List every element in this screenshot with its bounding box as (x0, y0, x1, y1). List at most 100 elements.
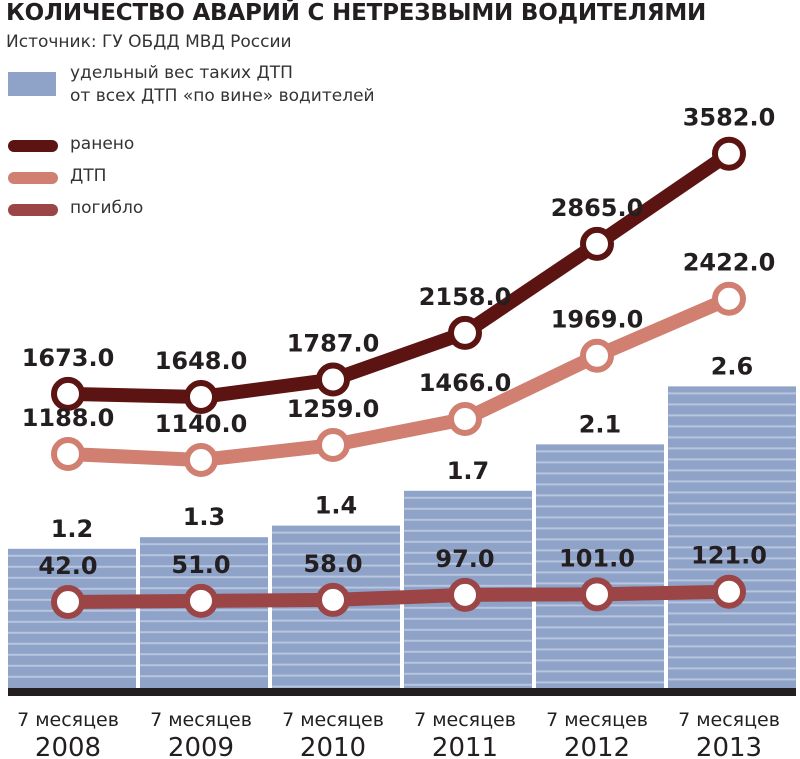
bar-stripe (404, 562, 532, 565)
bar-stripe (404, 573, 532, 576)
data-label-accidents: 1466.0 (419, 369, 512, 397)
bar-stripe (272, 553, 400, 556)
series-line-accidents (61, 291, 736, 467)
legend-bar-label-line2: от всех ДТП «по вине» водителей (70, 86, 375, 106)
bar-stripe (668, 568, 796, 571)
legend-injured-label: ранено (70, 134, 135, 154)
bar-stripe (668, 623, 796, 626)
bar-stripe (668, 524, 796, 527)
category-label-year: 2008 (35, 733, 101, 759)
bar-stripe (536, 483, 664, 486)
bar-stripe (536, 615, 664, 618)
bar-stripe (404, 540, 532, 543)
bar-stripe (140, 576, 268, 579)
bar-stripe (668, 480, 796, 483)
bar-stripe (668, 535, 796, 538)
bar-stripe (8, 620, 136, 623)
bar-stripe (536, 549, 664, 552)
bar-stripe (668, 458, 796, 461)
bar-stripe (668, 469, 796, 472)
bar-stripe (404, 496, 532, 499)
bar-stripe (668, 403, 796, 406)
bar-stripe (140, 620, 268, 623)
bar-stripe (404, 551, 532, 554)
data-label-killed: 51.0 (171, 551, 230, 579)
data-label-killed: 121.0 (691, 542, 767, 570)
bar-stripe (536, 505, 664, 508)
bar-stripe (272, 531, 400, 534)
bar-stripe (140, 653, 268, 656)
bar-stripe (404, 650, 532, 653)
data-label-accidents: 1259.0 (287, 395, 380, 423)
data-label-injured: 1648.0 (155, 347, 248, 375)
legend-accidents-label: ДТП (70, 166, 107, 186)
bar-stripe (404, 683, 532, 686)
series-injured: 1673.0 1648.0 1787.0 2158.0 2865.0 3582.0 (22, 104, 776, 414)
category-label-year: 2010 (300, 733, 366, 759)
series-line-injured (61, 146, 736, 404)
bar-value-label: 1.7 (447, 457, 490, 485)
bar-stripe (272, 542, 400, 545)
data-label-injured: 3582.0 (683, 104, 776, 132)
bar-value-label: 2.1 (579, 410, 622, 438)
bar-value-label: 1.3 (183, 503, 226, 531)
bar-stripe (668, 678, 796, 681)
data-point-killed (448, 577, 482, 612)
bar-stripe (404, 672, 532, 675)
bar-stripe (536, 648, 664, 651)
data-point-injured (51, 376, 85, 411)
data-point-accidents (580, 338, 614, 373)
legend-killed-swatch (8, 204, 58, 216)
bar-stripe (140, 664, 268, 667)
bar-stripe (272, 575, 400, 578)
legend-bar-swatch (8, 72, 56, 96)
data-point-injured (712, 136, 746, 171)
bar-stripe (404, 529, 532, 532)
data-point-accidents (712, 281, 746, 316)
data-point-accidents (184, 443, 218, 477)
bar-value-label: 1.4 (315, 492, 358, 520)
bar-stripe (140, 554, 268, 557)
bar-stripe (8, 565, 136, 568)
bar-stripe (404, 617, 532, 620)
category-label-line1: 7 месяцев (678, 709, 780, 731)
bar-stripe (272, 652, 400, 655)
data-point-injured (184, 380, 218, 414)
data-label-accidents: 1140.0 (155, 410, 248, 438)
bar-stripe (668, 513, 796, 516)
series-line-killed (61, 584, 736, 609)
bar-stripe (8, 664, 136, 667)
bar-stripe (140, 543, 268, 546)
bar-stripe (668, 557, 796, 560)
data-label-injured: 2865.0 (551, 194, 644, 222)
bar-stripe (536, 637, 664, 640)
data-label-killed: 58.0 (303, 550, 362, 578)
category-label-line1: 7 месяцев (282, 709, 384, 731)
bar-stripe (404, 507, 532, 510)
series-killed: 42.0 51.0 58.0 97.0 101.0 121.0 (38, 542, 767, 619)
data-point-killed (316, 582, 350, 617)
bar-stripe (140, 675, 268, 678)
bar-stripe (668, 612, 796, 615)
chart-title: КОЛИЧЕСТВО АВАРИЙ С НЕТРЕЗВЫМИ ВОДИТЕЛЯМ… (6, 0, 707, 26)
data-point-accidents (448, 401, 482, 436)
data-label-injured: 2158.0 (419, 283, 512, 311)
data-point-injured (580, 226, 614, 261)
bar-stripe (668, 546, 796, 549)
bar-stripe (668, 436, 796, 439)
bar-stripe (404, 661, 532, 664)
bar-stripe (536, 538, 664, 541)
category-label-year: 2009 (168, 733, 234, 759)
legend-bar-label-line1: удельный вес таких ДТП (70, 63, 293, 83)
bar-stripe (536, 670, 664, 673)
bar-stripe (536, 494, 664, 497)
bar-value-label: 1.2 (51, 515, 94, 543)
data-point-killed (580, 577, 614, 612)
bar-stripe (536, 472, 664, 475)
bar-stripe (8, 653, 136, 656)
bar-stripe (404, 628, 532, 631)
category-label-line1: 7 месяцев (414, 709, 516, 731)
bar-stripe (272, 564, 400, 567)
bar-stripe (668, 447, 796, 450)
